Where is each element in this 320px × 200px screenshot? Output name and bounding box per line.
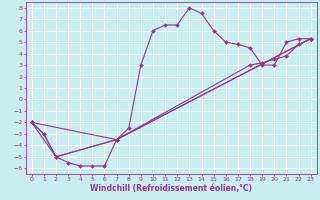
X-axis label: Windchill (Refroidissement éolien,°C): Windchill (Refroidissement éolien,°C)	[90, 184, 252, 193]
